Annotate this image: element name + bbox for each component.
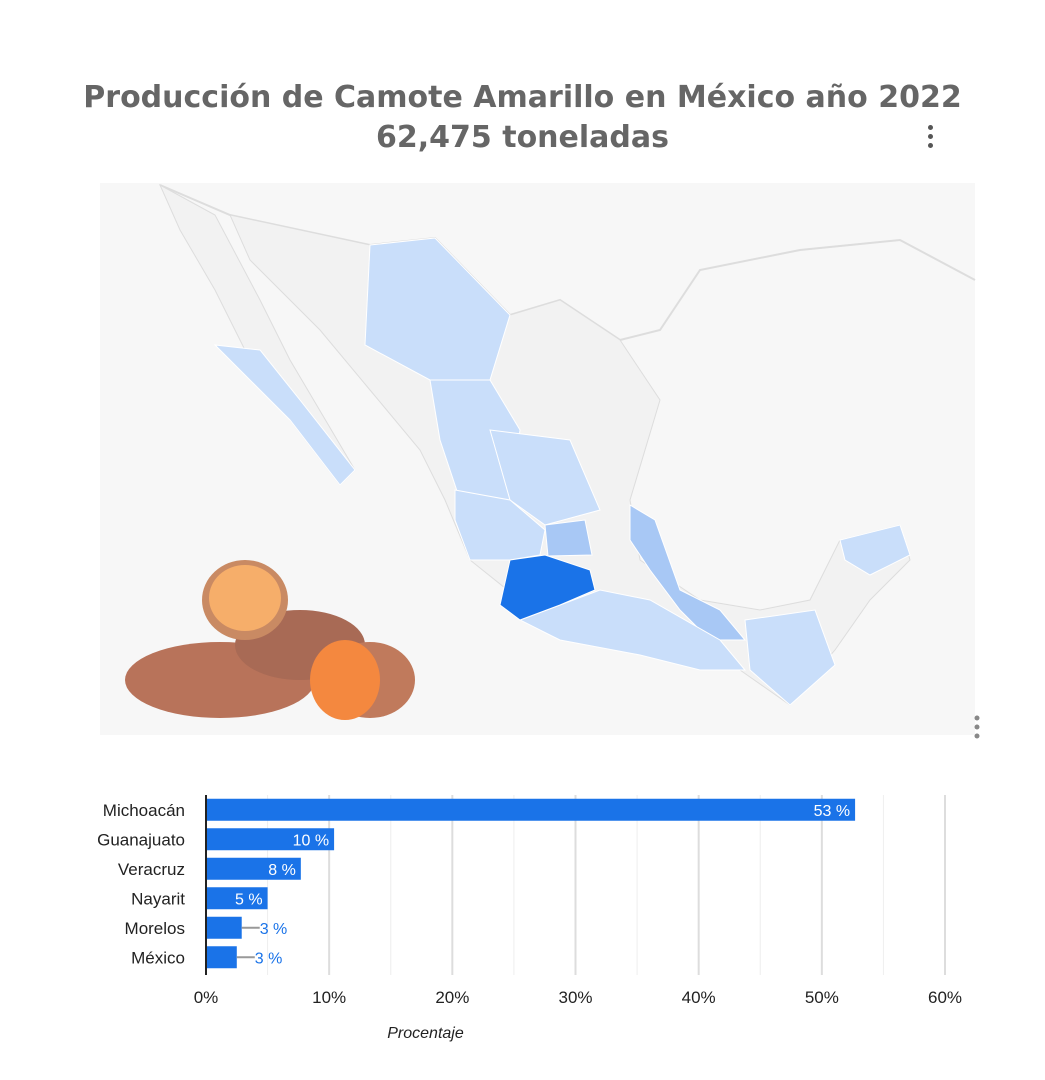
map-state-guanajuato [544,519,593,557]
x-tick-label: 60% [928,988,962,1007]
data-label: 8 % [268,862,296,879]
map-state-zacatecas [489,429,601,526]
map-state-chiapas [744,609,836,706]
map-state-michoacan [499,554,596,621]
data-label: 53 % [814,803,850,820]
x-tick-label: 50% [805,988,839,1007]
category-label: Nayarit [131,889,185,908]
data-label: 10 % [293,832,329,849]
bar-Michoacán [206,798,856,821]
map-state-bcs [213,344,356,486]
category-label: Veracruz [118,860,185,879]
sweet-potato-image [125,560,415,720]
x-tick-label: 20% [435,988,469,1007]
bar-México [206,946,237,969]
data-label: 3 % [260,921,288,938]
x-tick-label: 40% [682,988,716,1007]
map-more-vert-icon[interactable] [974,715,980,739]
map-state-yucatan [839,524,911,576]
x-tick-label: 0% [194,988,219,1007]
chart-subtitle: 62,475 toneladas [376,120,669,155]
bar-Veracruz [206,857,301,880]
chart-title: Producción de Camote Amarillo en México … [83,80,962,115]
data-label: 3 % [255,950,283,967]
x-axis-title: Procentaje [387,1025,464,1042]
category-label: Michoacán [103,801,185,820]
bar-Morelos [206,916,242,939]
more-vert-icon[interactable] [922,125,938,152]
map-state-guerrero-oaxaca [518,589,747,671]
map-state-veracruz [629,504,747,641]
x-tick-label: 30% [558,988,592,1007]
map [100,183,980,739]
bar-chart: 0% 10% 20% 30% 40% 50% 60% Michoacán 53 % Guanaju… [97,795,962,1042]
bar-Nayarit [206,887,268,910]
data-label: 5 % [235,891,263,908]
category-label: Morelos [125,919,185,938]
x-tick-label: 10% [312,988,346,1007]
category-label: Guanajuato [97,830,185,849]
bar-Guanajuato [206,828,335,851]
category-label: México [131,948,185,967]
